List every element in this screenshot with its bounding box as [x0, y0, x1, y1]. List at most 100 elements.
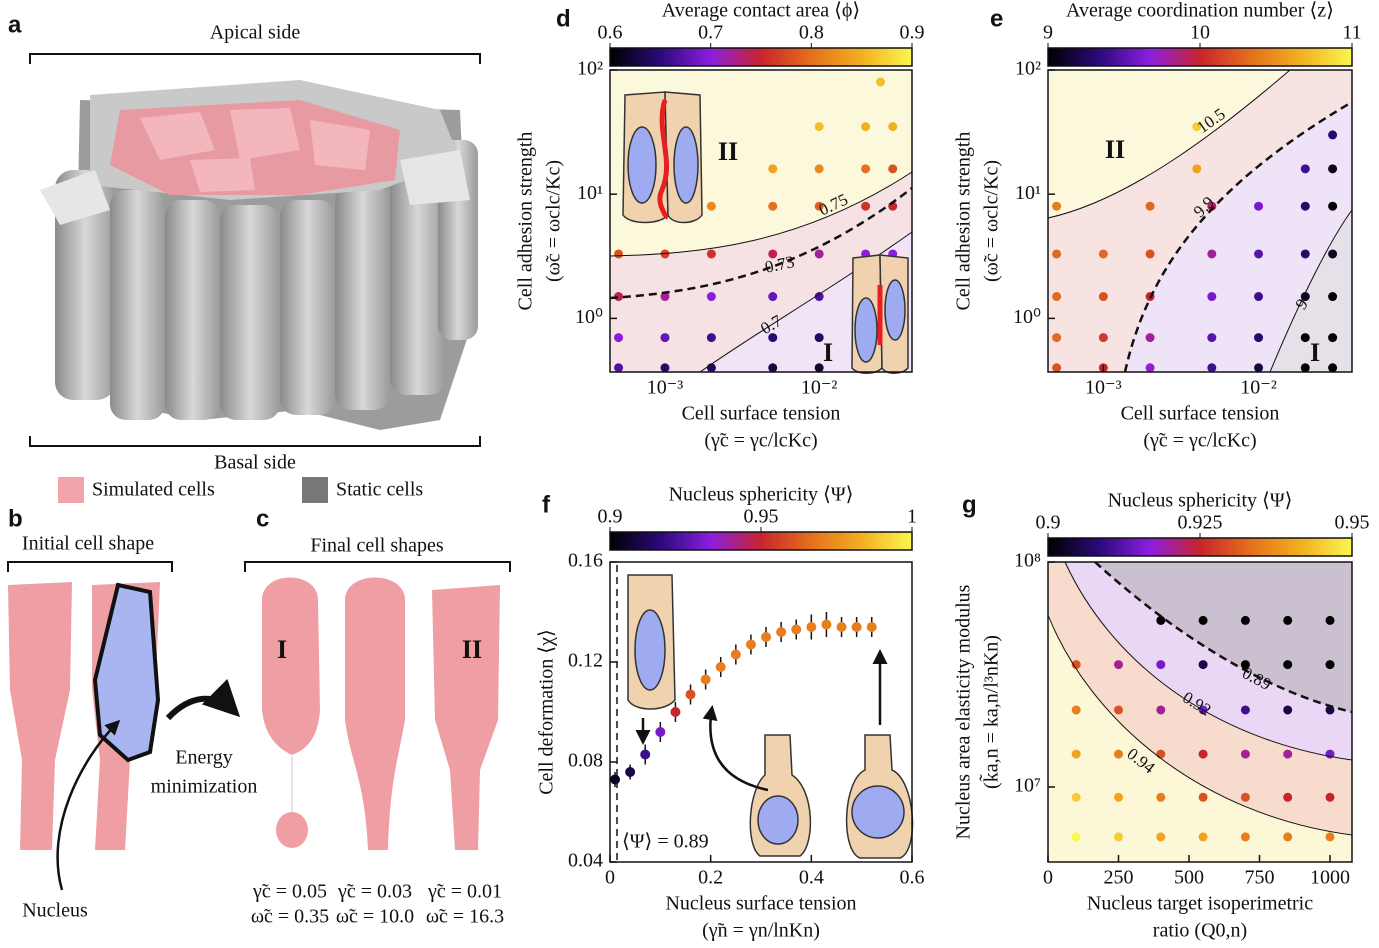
cell-render [276, 812, 308, 848]
x-tick-label: 0 [605, 867, 615, 889]
colorbar-tick-label: 0.9 [598, 506, 623, 528]
colorbar [1048, 48, 1352, 66]
scatter-point [1114, 750, 1123, 759]
scatter-point [1241, 832, 1250, 841]
y-axis-label: Cell adhesion strength [953, 132, 975, 311]
shape-label: I [277, 635, 287, 664]
data-point [655, 727, 665, 737]
scatter-point [707, 292, 716, 301]
scatter-point [1114, 705, 1123, 714]
scatter-point [861, 164, 870, 173]
scatter-point [888, 122, 897, 131]
cell-render [262, 578, 320, 756]
panel-title: Final cell shapes [310, 535, 444, 557]
scatter-point [1052, 292, 1061, 301]
bracket [245, 562, 510, 572]
scatter-point [1146, 202, 1155, 211]
x-tick-label: 500 [1174, 867, 1204, 889]
scatter-point [1326, 616, 1335, 625]
scatter-point [1283, 705, 1292, 714]
x-axis-label: ratio (Q0,n) [1153, 920, 1247, 942]
scatter-point [1052, 333, 1061, 342]
panel-title: Initial cell shape [22, 533, 154, 555]
data-point [640, 750, 650, 760]
data-point [821, 620, 831, 630]
colorbar-tick-label: 0.9 [1036, 512, 1061, 534]
legend-swatch [58, 477, 84, 503]
legend-label: Simulated cells [92, 479, 215, 501]
param-label: γ̃c = 0.01 [427, 881, 502, 903]
x-tick-label: 250 [1104, 867, 1134, 889]
region-label: I [1310, 338, 1320, 367]
scatter-point [1192, 164, 1201, 173]
panel-letter: f [542, 491, 551, 518]
panel-letter: b [8, 505, 23, 532]
scatter-point [1099, 333, 1108, 342]
y-axis-label: Cell deformation ⟨χ⟩ [536, 629, 558, 795]
scatter-point [1099, 292, 1108, 301]
scatter-point [1254, 292, 1263, 301]
x-axis-label: (γ̃c = γc/lcKc) [704, 430, 817, 452]
scatter-point [1241, 705, 1250, 714]
y-tick-label: 10¹ [1015, 182, 1041, 204]
data-point [837, 622, 847, 632]
data-point [686, 690, 696, 700]
y-tick-label: 0.04 [568, 850, 603, 872]
scatter-point [707, 202, 716, 211]
x-axis-label: Nucleus surface tension [665, 893, 856, 915]
colorbar-tick-label: 0.95 [744, 506, 779, 528]
scatter-point [1328, 164, 1337, 173]
panel-letter: c [256, 505, 269, 532]
x-tick-label: 10⁻² [1240, 377, 1277, 399]
inset-cartoon [628, 575, 912, 858]
panel-letter: a [8, 11, 22, 38]
panel-letter: g [962, 491, 977, 518]
scatter-point [815, 164, 824, 173]
data-point [610, 775, 620, 785]
scatter-point [1199, 750, 1208, 759]
param-label: γ̃c = 0.05 [252, 881, 327, 903]
scatter-point [614, 363, 623, 372]
arrow-text: Energy [175, 747, 232, 769]
colorbar-tick-label: 0.925 [1178, 512, 1223, 534]
colorbar-tick-label: 0.9 [900, 22, 925, 44]
colorbar [610, 48, 912, 66]
basal-label: Basal side [214, 452, 296, 474]
colorbar [1048, 538, 1352, 556]
scatter-point [1207, 249, 1216, 258]
scatter-point [861, 122, 870, 131]
region-label: I [823, 338, 833, 367]
cell-render [432, 585, 500, 850]
colorbar-tick-label: 0.7 [698, 22, 723, 44]
x-tick-label: 10⁻³ [647, 377, 684, 399]
colorbar-tick-label: 9 [1043, 22, 1053, 44]
colorbar-tick-label: 10 [1190, 22, 1210, 44]
scatter-point [1072, 832, 1081, 841]
cell-render [345, 578, 405, 851]
x-axis-label: Cell surface tension [682, 403, 841, 425]
scatter-point [1283, 660, 1292, 669]
colorbar-tick-label: 1 [907, 506, 917, 528]
scatter-point [1207, 363, 1216, 372]
scatter-point [1052, 249, 1061, 258]
apical-label: Apical side [210, 22, 301, 44]
colorbar-title: Average contact area ⟨ϕ⟩ [662, 0, 860, 22]
scatter-point [1241, 616, 1250, 625]
scatter-point [1241, 793, 1250, 802]
scatter-point [768, 164, 777, 173]
scatter-point [1301, 363, 1310, 372]
param-label: ω̃c = 10.0 [336, 906, 414, 928]
scatter-point [1146, 333, 1155, 342]
x-tick-label: 750 [1245, 867, 1275, 889]
data-point [791, 625, 801, 635]
scatter-point [1199, 616, 1208, 625]
colorbar-tick-label: 0.8 [799, 22, 824, 44]
scatter-point [1328, 363, 1337, 372]
scatter-point [1072, 793, 1081, 802]
scatter-point [1156, 750, 1165, 759]
scatter-point [1072, 750, 1081, 759]
scatter-point [707, 333, 716, 342]
param-label: γ̃c = 0.03 [337, 881, 412, 903]
scatter-point [1283, 750, 1292, 759]
scatter-point [1301, 202, 1310, 211]
